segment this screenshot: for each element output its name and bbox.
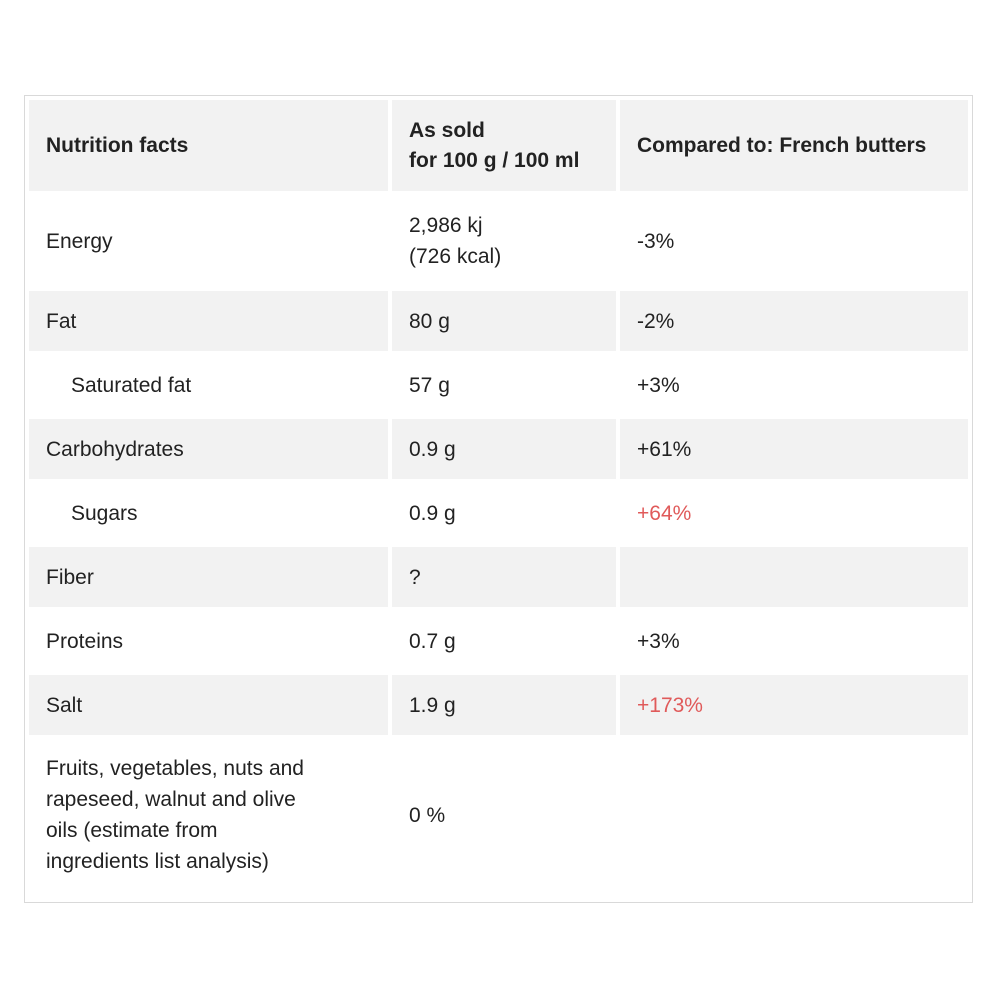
row-compare: +61% bbox=[620, 419, 968, 479]
table-row-carbohydrates: Carbohydrates 0.9 g +61% bbox=[29, 419, 968, 479]
energy-kj: 2,986 kj bbox=[409, 214, 483, 237]
row-compare: +64% bbox=[620, 483, 968, 543]
row-label: Energy bbox=[29, 195, 388, 287]
header-nutrition-facts: Nutrition facts bbox=[29, 100, 388, 191]
table-row-saturated-fat: Saturated fat 57 g +3% bbox=[29, 355, 968, 415]
row-label: Fruits, vegetables, nuts and rapeseed, w… bbox=[29, 739, 388, 891]
row-value: ? bbox=[392, 547, 616, 607]
header-as-sold-line1: As sold bbox=[409, 118, 485, 142]
row-compare: +3% bbox=[620, 355, 968, 415]
energy-kcal: (726 kcal) bbox=[409, 245, 502, 268]
row-compare bbox=[620, 739, 968, 891]
row-value: 57 g bbox=[392, 355, 616, 415]
table-row-fruits-vegetables: Fruits, vegetables, nuts and rapeseed, w… bbox=[29, 739, 968, 891]
row-compare bbox=[620, 547, 968, 607]
table-header-row: Nutrition facts As sold for 100 g / 100 … bbox=[29, 100, 968, 191]
row-compare: -2% bbox=[620, 291, 968, 351]
header-as-sold-line2: for 100 g / 100 ml bbox=[409, 148, 580, 172]
nutrition-table: Nutrition facts As sold for 100 g / 100 … bbox=[25, 96, 972, 895]
row-label-line: Fruits, vegetables, nuts and bbox=[46, 757, 304, 780]
table-row-sugars: Sugars 0.9 g +64% bbox=[29, 483, 968, 543]
row-label-line: ingredients list analysis) bbox=[46, 850, 269, 873]
row-value: 0.9 g bbox=[392, 483, 616, 543]
row-label: Carbohydrates bbox=[29, 419, 388, 479]
row-label-line: rapeseed, walnut and olive bbox=[46, 788, 296, 811]
nutrition-table-container: Nutrition facts As sold for 100 g / 100 … bbox=[24, 95, 973, 903]
row-value: 0.9 g bbox=[392, 419, 616, 479]
table-row-proteins: Proteins 0.7 g +3% bbox=[29, 611, 968, 671]
table-row-energy: Energy 2,986 kj (726 kcal) -3% bbox=[29, 195, 968, 287]
row-label: Sugars bbox=[29, 483, 388, 543]
row-label: Salt bbox=[29, 675, 388, 735]
table-row-fiber: Fiber ? bbox=[29, 547, 968, 607]
row-compare: +3% bbox=[620, 611, 968, 671]
row-compare: +173% bbox=[620, 675, 968, 735]
row-label: Proteins bbox=[29, 611, 388, 671]
row-value: 1.9 g bbox=[392, 675, 616, 735]
row-value: 0 % bbox=[392, 739, 616, 891]
row-value: 2,986 kj (726 kcal) bbox=[392, 195, 616, 287]
row-compare: -3% bbox=[620, 195, 968, 287]
row-label-line: oils (estimate from bbox=[46, 819, 218, 842]
row-label: Fiber bbox=[29, 547, 388, 607]
table-row-fat: Fat 80 g -2% bbox=[29, 291, 968, 351]
row-label: Saturated fat bbox=[29, 355, 388, 415]
table-row-salt: Salt 1.9 g +173% bbox=[29, 675, 968, 735]
row-label: Fat bbox=[29, 291, 388, 351]
header-compared-to: Compared to: French butters bbox=[620, 100, 968, 191]
row-value: 0.7 g bbox=[392, 611, 616, 671]
row-value: 80 g bbox=[392, 291, 616, 351]
header-as-sold: As sold for 100 g / 100 ml bbox=[392, 100, 616, 191]
